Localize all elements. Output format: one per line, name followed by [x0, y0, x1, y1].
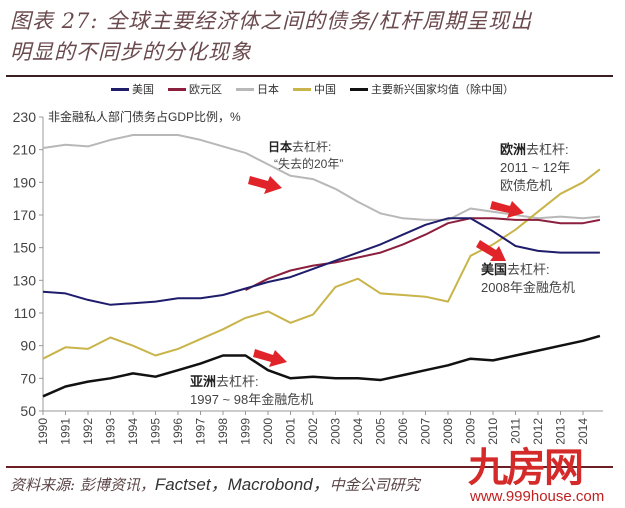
- annotation-asia-bold: 亚洲: [190, 374, 216, 389]
- arrow-icon-japan: [248, 176, 282, 194]
- annotation-europe-line3: 欧债危机: [500, 178, 552, 193]
- annotation-asia: 亚洲去杠杆:: [190, 374, 259, 389]
- annotation-japan-line2: “失去的20年”: [274, 156, 343, 171]
- chart-axes: 50 70 90 110 130 150 170 190 210 230 1990 1991 1992 1…: [13, 109, 603, 445]
- annotation-asia-rest: 去杠杆:: [216, 374, 259, 389]
- legend-swatch-us: [111, 87, 129, 91]
- x-tick-label: 1990: [36, 418, 50, 445]
- x-tick-label: 2004: [351, 418, 365, 445]
- source-latin: Factset，Macrobond，: [154, 475, 330, 494]
- x-tick-label: 2014: [576, 418, 590, 445]
- chart-title-line2: 明显的不同步的分化现象: [10, 40, 252, 64]
- legend-item-japan: 日本: [236, 81, 279, 97]
- x-tick-label: 1995: [149, 418, 163, 445]
- legend-label-japan: 日本: [257, 83, 279, 96]
- y-axis-unit-label: 非金融私人部门债务占GDP比例，%: [48, 109, 241, 124]
- arrow-icon-asia: [253, 349, 287, 367]
- annotation-europe-rest: 去杠杆:: [526, 142, 569, 157]
- y-tick-label: 90: [20, 338, 36, 354]
- annotation-us-line2: 2008年金融危机: [481, 280, 575, 295]
- legend-item-eurozone: 欧元区: [168, 81, 222, 97]
- chart-legend: 美国 欧元区 日本 中国 主要新兴国家均值（除中国）: [0, 80, 625, 98]
- annotation-asia-line2: 1997 ~ 98年金融危机: [190, 392, 313, 407]
- watermark: 九房网 www.999house.com: [468, 448, 618, 506]
- series-line: [42, 168, 601, 360]
- chart-title: 图表 27: 全球主要经济体之间的债务/杠杆周期呈现出 明显的不同步的分化现象: [10, 6, 615, 68]
- legend-swatch-em: [350, 87, 368, 91]
- x-tick-label: 2008: [441, 418, 455, 445]
- series-line: [42, 217, 600, 306]
- x-tick-label: 2012: [531, 418, 545, 445]
- series-line: [42, 334, 601, 398]
- x-tick-label: 1994: [126, 418, 140, 445]
- annotation-japan-bold: 日本: [268, 139, 292, 154]
- annotation-arrows: [248, 176, 524, 367]
- y-tick-label: 110: [14, 305, 37, 321]
- x-tick-label: 1998: [216, 418, 230, 445]
- legend-label-china: 中国: [314, 83, 336, 96]
- legend-label-eurozone: 欧元区: [189, 83, 222, 96]
- x-tick-label: 2002: [306, 418, 320, 445]
- x-tick-label: 2013: [554, 418, 568, 445]
- legend-swatch-china: [293, 87, 311, 91]
- x-tick-label: 1999: [239, 418, 253, 445]
- x-tick-label: 1993: [104, 418, 118, 445]
- title-divider: [6, 75, 613, 77]
- source-prefix: 资料来源: 彭博资讯，: [10, 476, 155, 494]
- annotation-japan: 日本去杠杆:: [268, 139, 331, 154]
- x-tick-label: 1991: [59, 418, 73, 445]
- y-tick-label: 190: [13, 174, 37, 190]
- y-tick-label: 230: [13, 109, 37, 125]
- x-tick-label: 2000: [261, 418, 275, 445]
- source-note: 资料来源: 彭博资讯，Factset，Macrobond，中金公司研究: [10, 470, 420, 495]
- legend-item-us: 美国: [111, 81, 154, 97]
- annotation-us-bold: 美国: [481, 262, 507, 277]
- x-tick-label: 1996: [171, 418, 185, 445]
- arrow-icon-europe: [490, 201, 524, 218]
- x-tick-label: 2001: [284, 418, 298, 445]
- source-suffix: 中金公司研究: [329, 476, 420, 494]
- annotation-europe-bold: 欧洲: [500, 142, 526, 157]
- x-tick-label: 2010: [486, 418, 500, 445]
- x-tick-label: 2011: [509, 418, 523, 444]
- legend-item-china: 中国: [293, 81, 336, 97]
- y-tick-label: 70: [20, 370, 36, 386]
- y-tick-label: 150: [13, 240, 37, 256]
- y-tick-label: 210: [13, 142, 37, 158]
- annotation-europe-line2: 2011 ~ 12年: [500, 160, 570, 175]
- chart-title-line1: 图表 27: 全球主要经济体之间的债务/杠杆周期呈现出: [10, 9, 533, 33]
- y-tick-label: 130: [13, 272, 37, 288]
- x-tick-label: 2003: [329, 418, 343, 445]
- x-tick-label: 2006: [396, 418, 410, 445]
- x-tick-label: 1992: [81, 418, 95, 445]
- legend-swatch-japan: [236, 87, 254, 91]
- annotation-europe: 欧洲去杠杆:: [500, 142, 569, 157]
- legend-label-em: 主要新兴国家均值（除中国）: [371, 83, 514, 96]
- annotation-japan-rest: 去杠杆:: [292, 139, 331, 154]
- arrow-icon-us: [476, 240, 506, 261]
- annotation-us-rest: 去杠杆:: [507, 262, 550, 277]
- legend-item-em: 主要新兴国家均值（除中国）: [350, 81, 514, 97]
- y-tick-label: 170: [13, 207, 37, 223]
- watermark-url: www.999house.com: [470, 488, 605, 505]
- annotation-us: 美国去杠杆:: [481, 262, 550, 277]
- x-tick-label: 2009: [464, 418, 478, 445]
- watermark-logo: 九房网: [468, 445, 584, 491]
- y-tick-label: 50: [20, 403, 36, 419]
- legend-label-us: 美国: [132, 83, 154, 96]
- x-tick-label: 1997: [194, 418, 208, 445]
- legend-swatch-eurozone: [168, 87, 186, 91]
- x-tick-label: 2007: [419, 418, 433, 445]
- x-tick-label: 2005: [374, 418, 388, 445]
- series-line: [245, 217, 601, 291]
- source-divider: [6, 466, 613, 468]
